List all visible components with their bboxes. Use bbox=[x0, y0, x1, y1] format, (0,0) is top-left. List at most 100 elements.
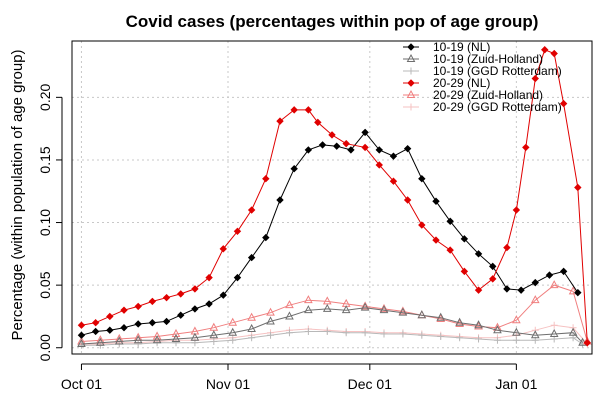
data-point bbox=[493, 325, 502, 334]
data-point bbox=[380, 330, 388, 338]
data-point bbox=[177, 311, 185, 319]
data-point bbox=[152, 331, 162, 340]
data-point bbox=[399, 330, 407, 338]
series-1 bbox=[77, 302, 587, 347]
data-point bbox=[205, 273, 213, 282]
data-point bbox=[522, 143, 530, 152]
data-point bbox=[267, 331, 275, 339]
data-point bbox=[205, 300, 213, 308]
data-point bbox=[503, 243, 511, 252]
data-point bbox=[210, 337, 218, 345]
data-point bbox=[171, 328, 181, 337]
y-axis-label: Percentage (within population of age gro… bbox=[9, 49, 26, 340]
data-point bbox=[134, 320, 142, 328]
data-point bbox=[446, 246, 454, 254]
data-point bbox=[248, 334, 256, 342]
series-4 bbox=[77, 280, 592, 345]
data-point bbox=[328, 131, 336, 139]
plot-frame bbox=[71, 40, 593, 355]
data-point bbox=[436, 312, 446, 321]
x-tick-label: Oct 01 bbox=[61, 376, 102, 392]
data-point bbox=[530, 295, 540, 304]
data-point bbox=[162, 293, 171, 302]
data-point bbox=[574, 288, 582, 297]
legend-label: 10-19 (NL) bbox=[433, 40, 490, 54]
data-point bbox=[91, 327, 100, 336]
data-point bbox=[541, 46, 549, 54]
data-point bbox=[379, 303, 389, 312]
series-line bbox=[81, 284, 588, 342]
legend-label: 20-29 (Zuid-Holland) bbox=[433, 88, 543, 102]
data-point bbox=[583, 339, 591, 347]
legend-label: 20-29 (NL) bbox=[433, 76, 490, 90]
legend-item: 20-29 (Zuid-Holland) bbox=[403, 88, 543, 102]
data-point bbox=[406, 89, 416, 98]
data-point bbox=[120, 306, 128, 314]
data-point bbox=[341, 305, 351, 314]
series-layer bbox=[77, 46, 592, 349]
data-point bbox=[314, 118, 322, 127]
data-point bbox=[460, 235, 469, 243]
data-point bbox=[379, 305, 389, 314]
data-point bbox=[474, 320, 483, 329]
data-point bbox=[493, 336, 501, 344]
x-tick-label: Dec 01 bbox=[348, 376, 393, 392]
data-point bbox=[229, 336, 237, 344]
data-point bbox=[389, 152, 398, 160]
data-point bbox=[133, 335, 143, 344]
data-point bbox=[455, 317, 464, 326]
data-point bbox=[219, 291, 227, 299]
data-point bbox=[512, 315, 521, 324]
data-point bbox=[333, 142, 341, 150]
grid bbox=[72, 41, 592, 354]
data-point bbox=[285, 329, 293, 337]
data-point bbox=[322, 296, 332, 305]
data-point bbox=[568, 327, 578, 336]
data-point bbox=[148, 297, 157, 306]
data-point bbox=[134, 340, 142, 348]
data-point bbox=[318, 141, 327, 149]
data-point bbox=[77, 336, 86, 345]
data-point bbox=[517, 286, 525, 294]
data-point bbox=[549, 280, 559, 289]
data-point bbox=[304, 305, 313, 314]
data-point bbox=[403, 144, 412, 153]
legend-item: 20-29 (NL) bbox=[403, 76, 490, 90]
data-point bbox=[304, 106, 313, 114]
data-point bbox=[512, 327, 521, 336]
data-point bbox=[474, 250, 483, 258]
data-point bbox=[219, 245, 227, 253]
data-point bbox=[162, 317, 171, 326]
data-point bbox=[398, 307, 408, 316]
data-point bbox=[106, 326, 114, 334]
data-point bbox=[512, 336, 520, 344]
data-point bbox=[228, 327, 238, 336]
data-point bbox=[290, 106, 298, 114]
series-3 bbox=[77, 46, 591, 347]
data-point bbox=[417, 310, 427, 319]
data-point bbox=[578, 337, 587, 346]
data-point bbox=[407, 103, 415, 111]
data-point bbox=[347, 146, 355, 154]
data-point bbox=[304, 146, 313, 154]
data-point bbox=[550, 49, 558, 58]
data-point bbox=[148, 318, 157, 327]
y-tick-label: 0.00 bbox=[37, 334, 53, 361]
data-point bbox=[322, 303, 332, 312]
data-point bbox=[489, 262, 497, 271]
data-point bbox=[432, 197, 440, 205]
data-point bbox=[106, 312, 114, 321]
legend-label: 10-19 (GGD Rotterdam) bbox=[433, 64, 562, 78]
data-point bbox=[323, 327, 331, 335]
legend-item: 10-19 (NL) bbox=[403, 40, 490, 54]
data-point bbox=[91, 318, 100, 327]
data-point bbox=[285, 311, 294, 320]
data-point bbox=[77, 338, 86, 347]
series-line bbox=[81, 307, 583, 345]
data-point bbox=[437, 332, 445, 340]
data-point bbox=[489, 275, 497, 283]
data-point bbox=[247, 323, 256, 332]
data-point bbox=[407, 79, 415, 87]
data-point bbox=[276, 117, 284, 125]
data-point bbox=[77, 331, 86, 339]
